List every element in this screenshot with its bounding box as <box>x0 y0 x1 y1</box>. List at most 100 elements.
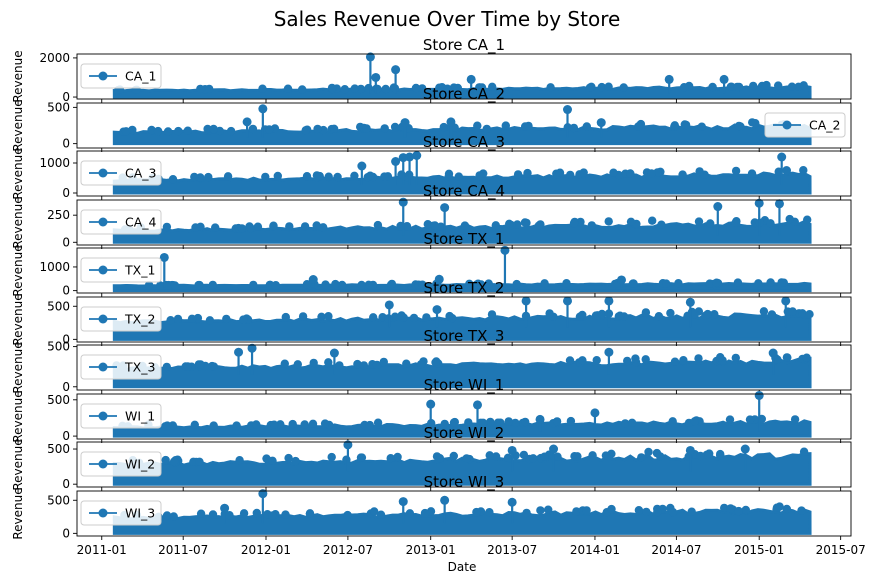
data-point <box>734 121 744 131</box>
y-axis-label: Revenue <box>11 341 25 393</box>
data-point <box>609 168 618 177</box>
legend-marker <box>98 459 108 469</box>
legend-box <box>80 306 162 332</box>
data-point <box>487 310 497 319</box>
data-point <box>313 124 322 134</box>
spike-point <box>535 414 545 424</box>
spike-point <box>754 198 764 208</box>
data-point <box>799 447 809 456</box>
legend-label: TX_1 <box>124 263 155 278</box>
panel-title: Store CA_4 <box>423 182 505 201</box>
data-point <box>774 81 783 90</box>
data-point <box>364 83 373 93</box>
data-point <box>697 122 706 131</box>
y-axis-label: Revenue <box>11 293 25 345</box>
data-point <box>211 223 220 232</box>
data-point <box>298 312 308 321</box>
panel-title: Store WI_1 <box>424 376 505 395</box>
data-point <box>597 309 607 319</box>
figure-title: Sales Revenue Over Time by Store <box>274 7 621 31</box>
data-point <box>320 419 330 428</box>
spike-point <box>604 296 614 306</box>
data-point <box>435 454 445 463</box>
spike-point <box>664 74 674 84</box>
data-point <box>329 124 339 133</box>
data-point <box>747 169 757 178</box>
data-point <box>317 312 326 321</box>
data-point <box>523 168 532 178</box>
spike-point <box>521 296 531 306</box>
data-point <box>162 222 172 232</box>
data-point <box>803 215 812 224</box>
data-point <box>324 172 333 181</box>
data-point <box>705 449 714 458</box>
data-point <box>162 362 171 372</box>
data-point <box>156 281 165 290</box>
data-point <box>462 454 471 463</box>
data-point <box>748 118 757 127</box>
legend-box <box>80 160 162 186</box>
data-point <box>342 455 351 464</box>
data-point <box>726 504 735 513</box>
spike-point <box>357 161 367 171</box>
data-point <box>162 511 172 520</box>
x-tick-label: 2013-01 <box>406 543 456 557</box>
data-point <box>569 123 579 133</box>
data-point <box>190 420 199 429</box>
data-point <box>565 356 575 365</box>
legend-box <box>80 63 162 89</box>
data-point <box>327 83 337 93</box>
data-point <box>726 82 735 92</box>
panel-title: Store WI_2 <box>424 424 505 443</box>
legend-box <box>80 209 162 235</box>
axes-frame <box>76 296 852 343</box>
panel-title: Store WI_3 <box>424 473 505 492</box>
data-point <box>372 360 382 370</box>
spike-point <box>507 445 517 455</box>
data-point <box>592 356 601 365</box>
data-point <box>423 220 432 229</box>
y-tick-label: 500 <box>47 493 70 507</box>
data-point <box>588 451 597 460</box>
panel-title: Store CA_1 <box>423 36 505 55</box>
data-point <box>301 126 310 135</box>
legend-label: WI_1 <box>125 409 155 424</box>
data-point <box>276 420 285 429</box>
axes-frame <box>76 247 852 294</box>
data-point <box>785 214 794 224</box>
data-point <box>546 83 555 92</box>
data-point <box>604 217 613 226</box>
legend: WI_1 <box>80 403 162 429</box>
data-point <box>626 169 635 178</box>
data-point <box>265 125 274 134</box>
data-point <box>432 357 441 366</box>
data-point <box>445 311 454 321</box>
legend-label: CA_1 <box>125 69 156 84</box>
spike-point <box>384 300 394 310</box>
y-axis-label: Revenue <box>11 99 25 151</box>
axes-frame <box>76 490 852 537</box>
data-point <box>745 415 755 424</box>
data-point <box>731 218 740 227</box>
data-point <box>777 278 786 287</box>
y-tick-label: 250 <box>47 208 70 222</box>
data-point <box>720 503 729 513</box>
spike-point <box>685 297 695 307</box>
data-point <box>183 126 192 135</box>
data-point <box>362 124 371 133</box>
data-point <box>246 223 255 233</box>
data-point <box>258 84 267 93</box>
spike-point <box>412 151 422 160</box>
legend-box <box>80 451 162 477</box>
data-point <box>235 456 244 465</box>
data-point <box>629 279 638 288</box>
data-point <box>163 127 173 136</box>
data-point <box>694 217 704 226</box>
data-point <box>174 126 183 136</box>
y-axis-label: Revenue <box>11 487 25 539</box>
data-point <box>335 361 344 370</box>
panel-ca_4: 0 250 Store CA_4 Revenue CA_4 <box>11 182 852 249</box>
data-point <box>331 279 340 289</box>
axes-frame <box>76 102 852 149</box>
